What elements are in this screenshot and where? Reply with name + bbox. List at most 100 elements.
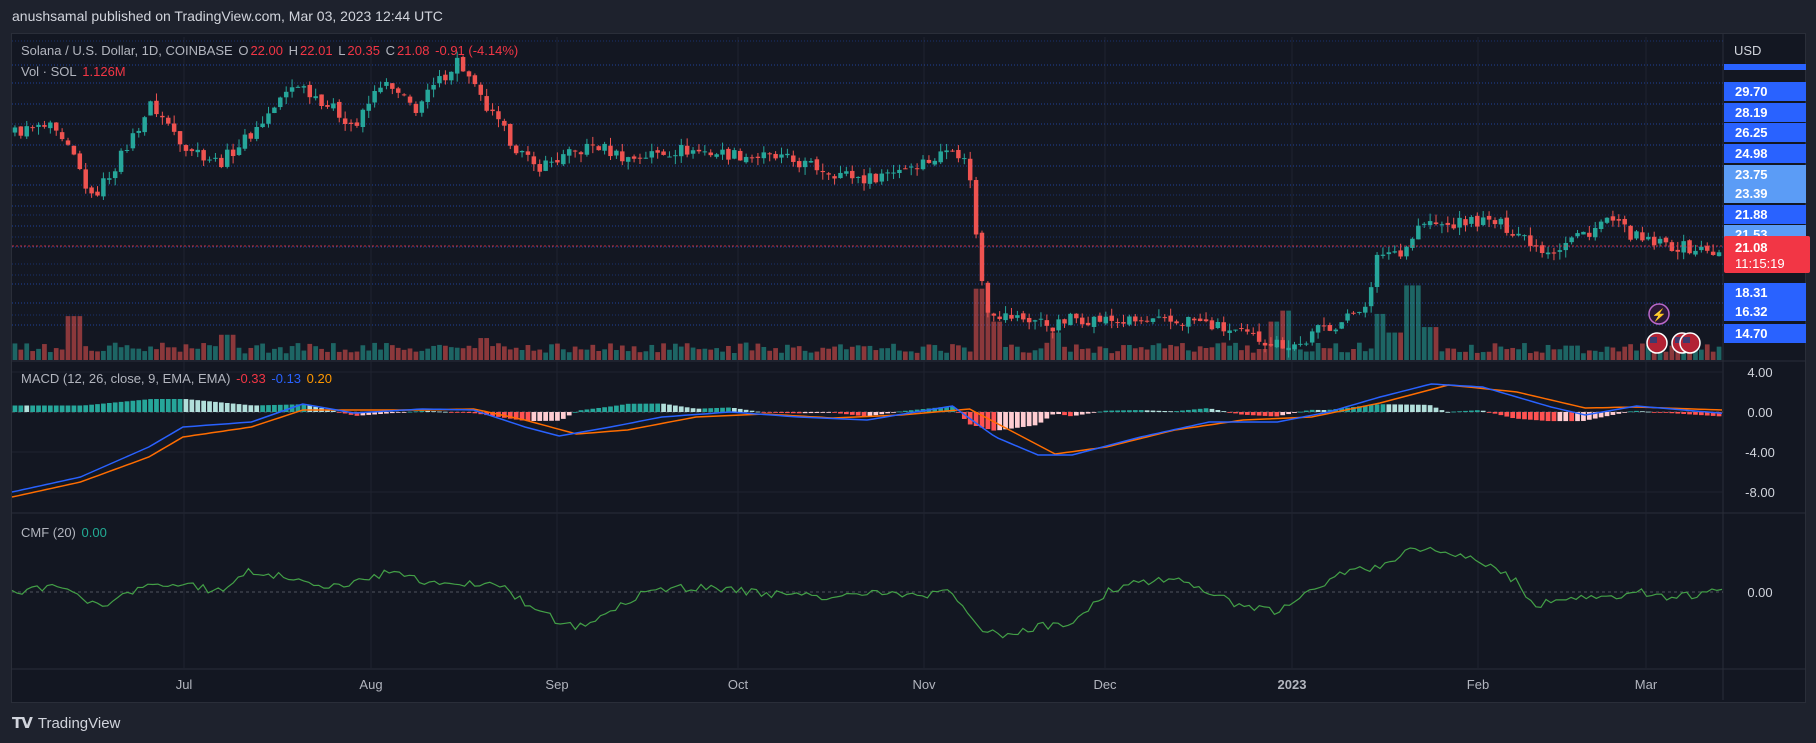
macd-hist-bar — [1056, 412, 1061, 415]
volume-legend[interactable]: Vol · SOL 1.126M — [21, 64, 128, 79]
macd-hist-bar — [372, 412, 377, 415]
volume-bar — [879, 348, 885, 360]
candle-body — [1404, 246, 1409, 257]
bar-countdown: 11:15:19 — [1735, 256, 1785, 271]
macd-hist-bar — [1404, 404, 1409, 412]
candle-body — [1616, 219, 1622, 221]
volume-bar — [1640, 343, 1645, 360]
volume-bar — [678, 346, 684, 360]
price-axis-label: 16.32 — [1735, 304, 1768, 319]
volume-bar — [1050, 332, 1056, 360]
candle-body — [1227, 330, 1232, 333]
volume-bar — [1309, 351, 1315, 360]
candle-body — [602, 143, 607, 151]
candle-body — [454, 57, 460, 74]
volume-bar — [743, 342, 749, 360]
macd-hist-bar — [513, 412, 519, 420]
cmf-legend[interactable]: CMF (20) 0.00 — [21, 525, 109, 540]
flag-canton — [1675, 337, 1682, 343]
volume-bar — [614, 350, 619, 360]
volume-bar — [873, 350, 879, 360]
macd-hist-bar — [1103, 410, 1109, 412]
candle-body — [814, 159, 820, 171]
candle-body — [1256, 331, 1262, 342]
candle-body — [171, 123, 177, 132]
macd-hist-bar — [1168, 411, 1174, 413]
time-axis-label: Oct — [728, 677, 749, 692]
macd-hist-bar — [83, 405, 89, 412]
candle-body — [820, 171, 826, 173]
candle-body — [796, 161, 802, 168]
volume-bar — [808, 352, 814, 360]
macd-hist-bar — [1280, 412, 1286, 416]
volume-bar — [720, 351, 725, 360]
macd-hist-bar — [1221, 411, 1227, 412]
candle-body — [236, 147, 242, 155]
volume-bar — [1404, 285, 1409, 360]
macd-hist-bar — [1121, 410, 1126, 412]
macd-hist-bar — [1457, 411, 1462, 413]
volume-bar — [1433, 327, 1439, 360]
candle-body — [549, 161, 554, 163]
volume-bar — [844, 349, 849, 360]
candle-body — [124, 149, 130, 151]
macd-hist-bar — [189, 399, 195, 412]
volume-bar — [667, 349, 672, 360]
candle-body — [1528, 235, 1533, 246]
macd-hist-bar — [413, 411, 419, 413]
macd-hist-bar — [1522, 412, 1527, 420]
candle-body — [219, 157, 224, 168]
volume-bar — [1575, 345, 1580, 360]
macd-hist-bar — [1699, 412, 1704, 416]
price-label-bg — [1724, 123, 1806, 142]
volume-bar — [1292, 344, 1297, 360]
candle-body — [997, 316, 1002, 320]
candle-body — [1651, 236, 1657, 246]
macd-hist-bar — [596, 407, 602, 412]
candle-body — [366, 103, 371, 111]
macd-hist-bar — [106, 403, 112, 412]
volume-bar — [1315, 342, 1321, 360]
lightning-glyph: ⚡ — [1652, 308, 1667, 322]
volume-bar — [448, 347, 454, 360]
candle-body — [301, 86, 307, 88]
macd-hist-bar — [77, 405, 83, 412]
macd-hist-bar — [130, 400, 136, 412]
macd-hist-bar — [1227, 412, 1232, 413]
volume-bar — [1528, 353, 1533, 360]
macd-hist-bar — [47, 405, 53, 412]
volume-bar — [1351, 348, 1356, 360]
symbol-title[interactable]: Solana / U.S. Dollar, 1D, COINBASE — [21, 43, 233, 58]
volume-bar — [53, 348, 59, 360]
candle-body — [443, 74, 448, 81]
candle-body — [242, 134, 248, 149]
open-label: O — [238, 43, 249, 58]
macd-hist-bar — [1262, 412, 1268, 416]
symbol-legend[interactable]: Solana / U.S. Dollar, 1D, COINBASE O 22.0… — [21, 43, 520, 58]
candle-body — [160, 115, 165, 118]
volume-bar — [413, 351, 419, 360]
macd-hist-bar — [248, 405, 254, 412]
macd-legend[interactable]: MACD (12, 26, close, 9, EMA, EMA) -0.33 … — [21, 371, 334, 386]
candle-body — [95, 191, 100, 196]
candle-body — [1144, 320, 1150, 322]
candle-body — [1038, 318, 1044, 320]
volume-bar — [1180, 343, 1185, 360]
macd-hist-bar — [566, 412, 572, 416]
candle-body — [885, 172, 890, 174]
candle-body — [1392, 251, 1397, 253]
volume-bar — [861, 346, 867, 360]
candle-body — [625, 157, 631, 162]
high-value: 22.01 — [300, 43, 333, 58]
volume-bar — [944, 352, 949, 360]
volume-bar — [1610, 347, 1616, 360]
candle-body — [861, 175, 867, 184]
volume-bar — [961, 347, 967, 360]
tradingview-brand[interactable]: TV TradingView — [12, 714, 120, 732]
volume-bar — [95, 351, 100, 360]
candle-body — [431, 84, 436, 90]
volume-bar — [301, 350, 307, 360]
candle-body — [384, 81, 389, 86]
macd-hist-bar — [897, 411, 902, 413]
